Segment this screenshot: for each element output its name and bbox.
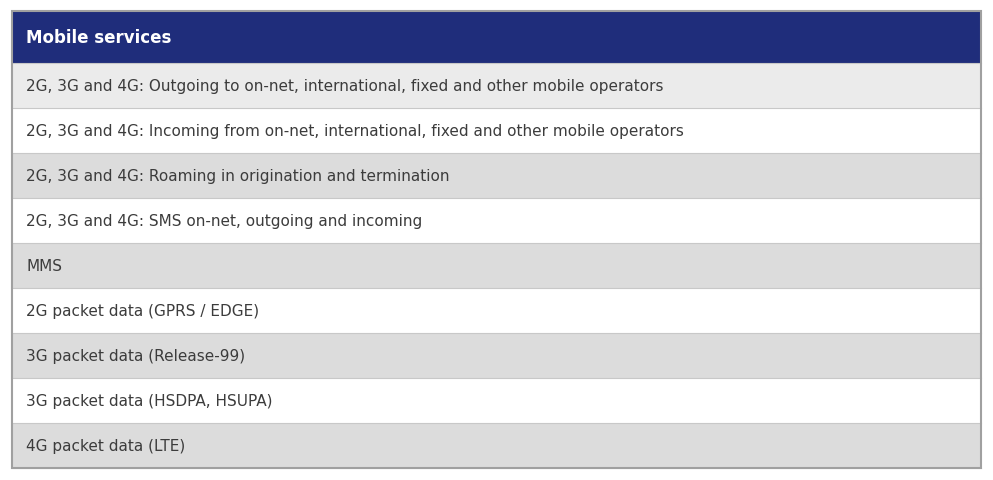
Text: 2G, 3G and 4G: SMS on-net, outgoing and incoming: 2G, 3G and 4G: SMS on-net, outgoing and … bbox=[26, 214, 422, 228]
Bar bbox=[12, 199, 981, 243]
Text: 2G, 3G and 4G: Incoming from on-net, international, fixed and other mobile opera: 2G, 3G and 4G: Incoming from on-net, int… bbox=[26, 124, 684, 139]
Bar bbox=[12, 378, 981, 423]
Bar bbox=[12, 64, 981, 109]
Bar bbox=[12, 109, 981, 154]
Bar bbox=[12, 423, 981, 468]
Bar bbox=[12, 288, 981, 333]
Text: 2G, 3G and 4G: Outgoing to on-net, international, fixed and other mobile operato: 2G, 3G and 4G: Outgoing to on-net, inter… bbox=[26, 79, 663, 94]
Text: 3G packet data (Release-99): 3G packet data (Release-99) bbox=[26, 348, 245, 363]
Text: 2G, 3G and 4G: Roaming in origination and termination: 2G, 3G and 4G: Roaming in origination an… bbox=[26, 168, 450, 184]
Text: MMS: MMS bbox=[26, 258, 62, 274]
Bar bbox=[12, 243, 981, 288]
Bar bbox=[12, 333, 981, 378]
Text: Mobile services: Mobile services bbox=[26, 29, 172, 47]
Bar bbox=[12, 154, 981, 199]
Text: 3G packet data (HSDPA, HSUPA): 3G packet data (HSDPA, HSUPA) bbox=[26, 393, 272, 408]
Bar bbox=[12, 12, 981, 64]
Text: 2G packet data (GPRS / EDGE): 2G packet data (GPRS / EDGE) bbox=[26, 303, 259, 318]
Text: 4G packet data (LTE): 4G packet data (LTE) bbox=[26, 438, 186, 453]
